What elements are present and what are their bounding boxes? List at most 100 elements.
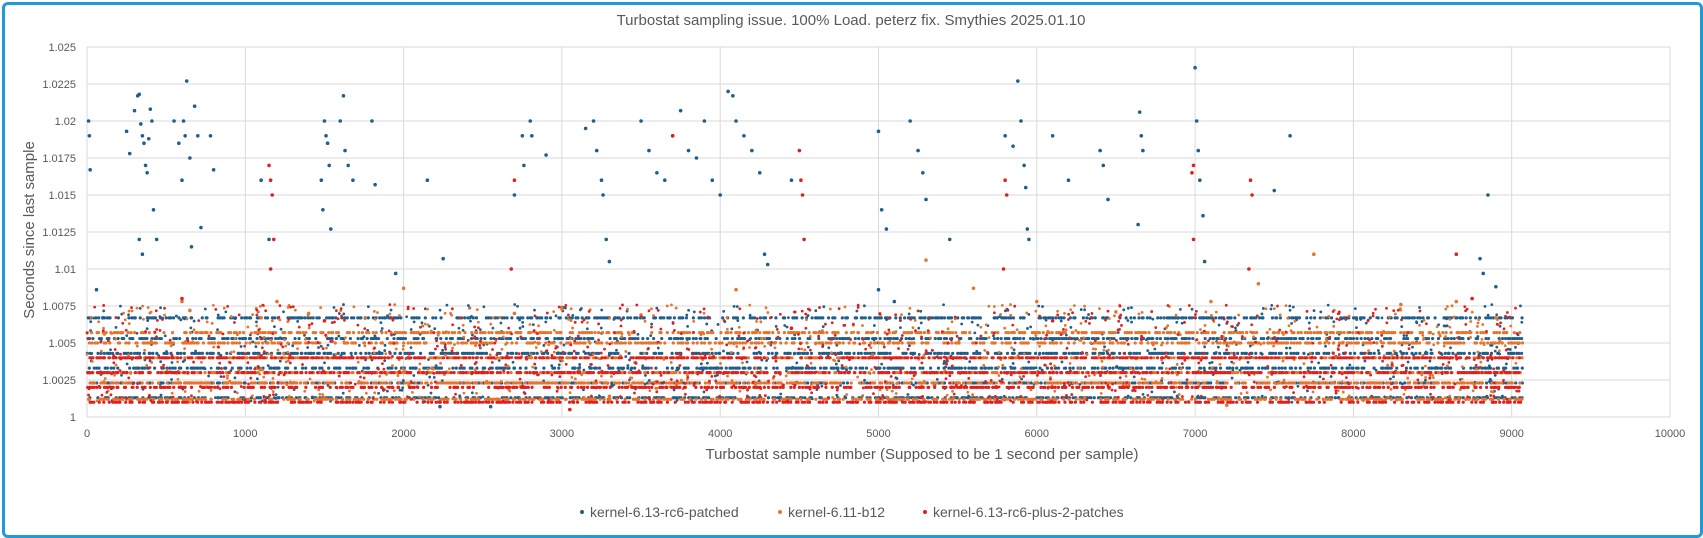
data-point [807, 397, 811, 401]
data-point [1047, 381, 1051, 385]
data-point [137, 351, 142, 355]
data-point [245, 356, 249, 360]
data-point [125, 334, 129, 338]
data-point [1370, 336, 1374, 341]
data-point [1130, 320, 1133, 324]
data-point [1101, 316, 1106, 320]
data-point [483, 336, 487, 341]
data-point [972, 351, 976, 355]
data-point [719, 366, 724, 370]
data-point [544, 320, 548, 324]
data-point [789, 178, 794, 182]
data-point [1003, 366, 1007, 370]
data-point [1151, 336, 1155, 341]
data-point [1469, 366, 1473, 370]
data-point [292, 388, 296, 392]
data-point [290, 371, 294, 375]
data-point [878, 366, 882, 370]
data-point [531, 336, 536, 341]
data-point [1260, 352, 1264, 356]
data-point [143, 163, 148, 168]
data-point [857, 381, 862, 385]
data-point [832, 366, 836, 370]
data-point [1106, 397, 1111, 401]
data-point [509, 371, 513, 375]
data-point [461, 328, 465, 332]
data-point [775, 351, 779, 355]
data-point [179, 381, 183, 385]
data-point [1011, 144, 1015, 148]
data-point [1310, 351, 1315, 355]
data-point [670, 381, 674, 385]
data-point [845, 381, 850, 385]
data-point [578, 366, 582, 369]
data-point [598, 316, 603, 320]
data-point [1180, 321, 1184, 325]
data-point [653, 316, 658, 320]
data-point [1069, 326, 1073, 329]
data-point [251, 340, 255, 344]
data-point [852, 351, 856, 355]
data-point [1155, 336, 1159, 341]
data-point [1448, 381, 1452, 385]
data-point [940, 316, 944, 320]
data-point [999, 336, 1003, 341]
data-point [1415, 397, 1419, 401]
data-point [471, 333, 474, 337]
data-point [798, 351, 802, 355]
data-point [1406, 336, 1410, 341]
data-point [785, 325, 789, 329]
data-point [1243, 381, 1247, 385]
data-point [817, 316, 821, 320]
data-point [1317, 351, 1321, 355]
data-point [627, 371, 631, 375]
data-point [771, 381, 775, 385]
data-point [356, 336, 360, 341]
data-point [839, 351, 843, 354]
data-point [714, 351, 718, 355]
data-point [959, 366, 964, 370]
data-point [252, 397, 256, 401]
data-point [993, 351, 997, 355]
data-point [587, 316, 591, 320]
data-point [255, 320, 258, 324]
data-point [203, 367, 207, 371]
data-point [1407, 381, 1411, 385]
data-point [145, 381, 149, 385]
data-point [734, 119, 738, 123]
data-point [349, 351, 353, 355]
data-point [710, 178, 715, 182]
data-point [1258, 316, 1262, 320]
data-point [538, 371, 543, 375]
data-point [1083, 308, 1087, 312]
data-point [560, 381, 564, 385]
data-point [351, 366, 355, 370]
data-point [313, 366, 318, 370]
data-point [170, 361, 174, 364]
data-point [1375, 316, 1379, 320]
data-point [1055, 336, 1059, 341]
data-point [1289, 336, 1294, 341]
data-point [174, 336, 179, 341]
data-point [1263, 366, 1267, 370]
data-point [1273, 366, 1277, 370]
data-point [1202, 316, 1206, 320]
data-point [1236, 381, 1240, 385]
data-point [1317, 361, 1320, 365]
data-point [441, 256, 445, 261]
data-point [599, 178, 604, 182]
data-point [914, 397, 918, 401]
data-point [1420, 366, 1425, 370]
data-point [1262, 336, 1266, 341]
data-point [1308, 397, 1312, 401]
data-point [297, 336, 301, 341]
data-point [1302, 351, 1306, 355]
data-point [278, 351, 282, 355]
data-point [1179, 371, 1183, 375]
data-point [1009, 365, 1013, 369]
data-point [1074, 337, 1077, 341]
data-point [841, 397, 845, 401]
data-point [887, 381, 891, 385]
data-point [293, 351, 297, 355]
data-point [621, 367, 625, 371]
